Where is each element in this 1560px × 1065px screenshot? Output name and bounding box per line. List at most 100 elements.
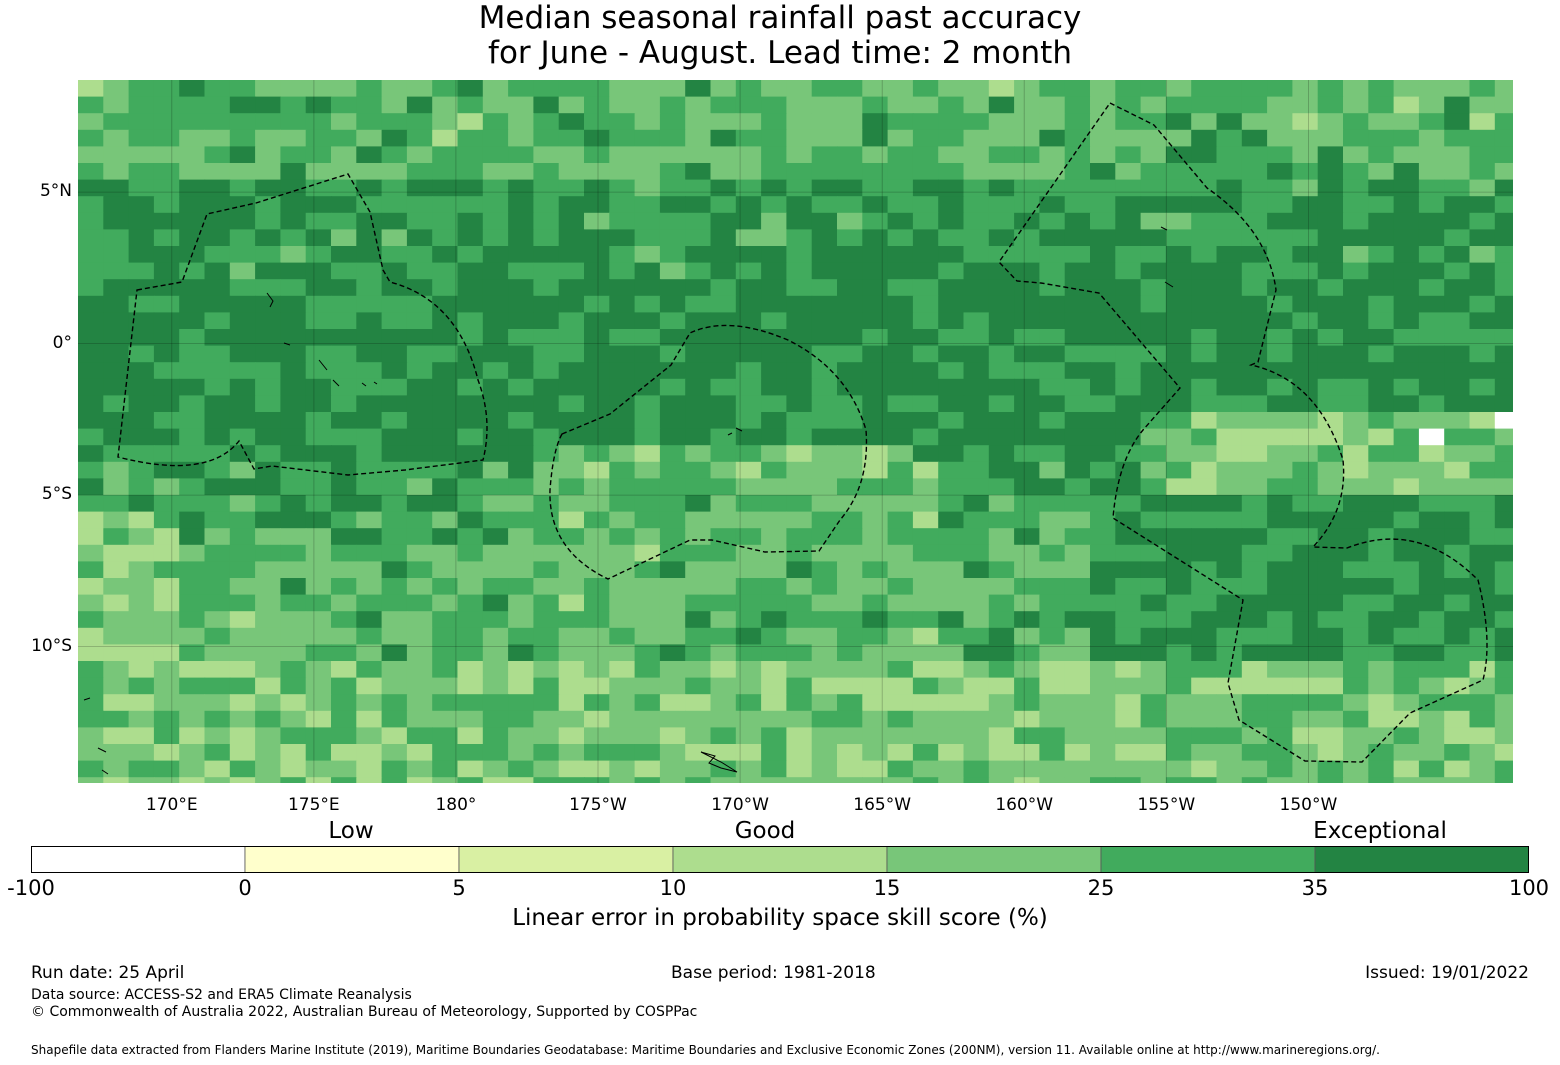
- grid-cell: [811, 129, 838, 147]
- grid-cell: [837, 594, 863, 612]
- grid-cell: [1292, 345, 1319, 363]
- grid-cell: [255, 428, 281, 446]
- grid-cell: [988, 478, 1015, 496]
- grid-cell: [1039, 395, 1066, 413]
- grid-cell: [406, 528, 433, 546]
- grid-cell: [912, 196, 939, 214]
- grid-cell: [1216, 528, 1243, 546]
- grid-cell: [204, 561, 231, 579]
- grid-cell: [988, 362, 1015, 380]
- grid-cell: [78, 262, 104, 280]
- grid-cell: [1393, 760, 1420, 778]
- grid-cell: [508, 644, 534, 662]
- grid-cell: [988, 246, 1015, 264]
- grid-cell: [1494, 312, 1513, 330]
- grid-cell: [988, 661, 1015, 679]
- grid-cell: [887, 578, 914, 596]
- grid-cell: [735, 196, 762, 214]
- grid-cell: [1115, 478, 1142, 496]
- grid-cell: [457, 478, 484, 496]
- grid-cell: [128, 179, 155, 197]
- grid-cell: [887, 677, 914, 695]
- grid-cell: [457, 461, 484, 479]
- grid-cell: [508, 146, 534, 164]
- grid-cell: [103, 312, 130, 330]
- grid-cell: [204, 96, 231, 114]
- grid-cell: [1292, 727, 1319, 745]
- grid-cell: [179, 345, 206, 363]
- grid-cell: [305, 163, 332, 181]
- grid-cell: [280, 295, 307, 313]
- grid-cell: [912, 329, 939, 347]
- grid-cell: [508, 661, 534, 679]
- grid-cell: [862, 644, 889, 662]
- grid-cell: [1469, 677, 1496, 695]
- grid-cell: [938, 594, 965, 612]
- grid-cell: [634, 528, 661, 546]
- grid-cell: [761, 362, 787, 380]
- grid-cell: [305, 146, 332, 164]
- grid-cell: [887, 146, 914, 164]
- grid-cell: [685, 113, 712, 131]
- grid-cell: [912, 129, 939, 147]
- grid-cell: [406, 561, 433, 579]
- grid-cell: [1191, 295, 1218, 313]
- grid-cell: [1241, 627, 1268, 645]
- grid-cell: [1343, 578, 1369, 596]
- grid-cell: [988, 395, 1015, 413]
- grid-cell: [482, 412, 509, 430]
- skill-grid-cells: [78, 80, 1513, 783]
- grid-cell: [1090, 362, 1116, 380]
- grid-cell: [305, 694, 332, 712]
- grid-cell: [837, 345, 863, 363]
- grid-cell: [432, 710, 459, 728]
- grid-cell: [457, 80, 484, 98]
- grid-cell: [1216, 395, 1243, 413]
- grid-cell: [786, 744, 813, 762]
- grid-cell: [735, 179, 762, 197]
- grid-cell: [179, 694, 206, 712]
- grid-cell: [1241, 262, 1268, 280]
- grid-cell: [1064, 694, 1091, 712]
- grid-cell: [1469, 710, 1496, 728]
- grid-cell: [558, 461, 585, 479]
- grid-cell: [153, 727, 180, 745]
- grid-cell: [938, 694, 965, 712]
- island-coast: [83, 226, 1174, 775]
- grid-cell: [1191, 777, 1218, 783]
- grid-cell: [1418, 312, 1445, 330]
- grid-cell: [482, 611, 509, 629]
- grid-cell: [78, 362, 104, 380]
- grid-cell: [558, 196, 585, 214]
- grid-cell: [1494, 96, 1513, 114]
- grid-cell: [761, 594, 787, 612]
- grid-cell: [1241, 163, 1268, 181]
- grid-cell: [1444, 113, 1471, 131]
- grid-cell: [1014, 777, 1040, 783]
- grid-cell: [406, 212, 433, 230]
- colorbar-outline: [31, 846, 1529, 873]
- grid-cell: [685, 611, 712, 629]
- grid-cell: [1267, 329, 1293, 347]
- grid-cell: [1216, 445, 1243, 463]
- grid-cell: [1444, 362, 1471, 380]
- grid-cell: [1494, 279, 1513, 297]
- grid-cell: [912, 295, 939, 313]
- grid-cell: [1241, 329, 1268, 347]
- grid-cell: [1292, 295, 1319, 313]
- grid-cell: [204, 163, 231, 181]
- grid-cell: [862, 544, 889, 562]
- grid-cell: [558, 710, 585, 728]
- grid-cell: [179, 262, 206, 280]
- grid-cell: [1418, 163, 1445, 181]
- grid-cell: [1014, 179, 1040, 197]
- grid-cell: [1494, 661, 1513, 679]
- grid-cell: [1292, 495, 1319, 513]
- grid-cell: [988, 312, 1015, 330]
- grid-cell: [912, 511, 939, 529]
- grid-cell: [1469, 694, 1496, 712]
- grid-cell: [1014, 461, 1040, 479]
- grid-cell: [1469, 594, 1496, 612]
- grid-cell: [1418, 146, 1445, 164]
- grid-cell: [533, 395, 560, 413]
